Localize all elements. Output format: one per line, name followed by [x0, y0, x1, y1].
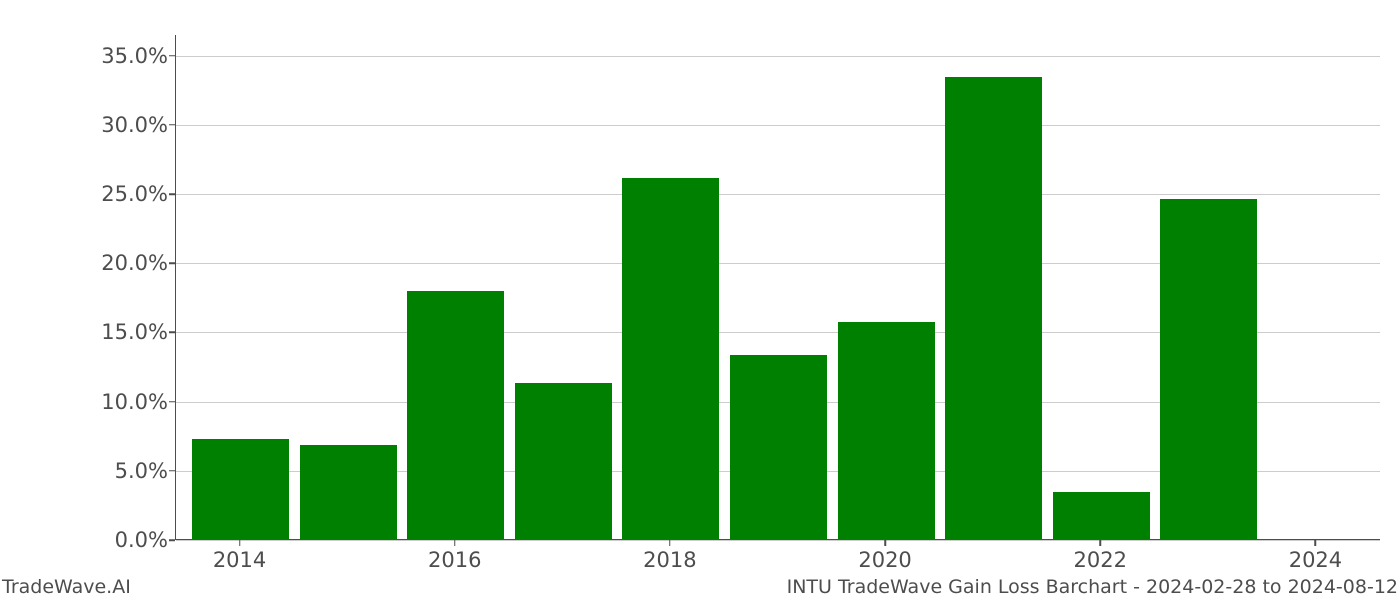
xtick-mark	[884, 540, 886, 546]
gridline	[176, 125, 1380, 126]
footer-right-caption: INTU TradeWave Gain Loss Barchart - 2024…	[787, 576, 1398, 598]
xtick-label: 2022	[1074, 548, 1127, 572]
xtick-mark	[239, 540, 241, 546]
ytick-mark	[169, 55, 175, 57]
footer-left-brand: TradeWave.AI	[2, 576, 131, 598]
bar-2020	[838, 322, 935, 539]
ytick-mark	[169, 401, 175, 403]
bar-2023	[1160, 199, 1257, 539]
gridline	[176, 194, 1380, 195]
ytick-label: 20.0%	[101, 251, 168, 275]
bar-2015	[300, 445, 397, 539]
bar-2019	[730, 355, 827, 539]
xtick-label: 2016	[428, 548, 481, 572]
chart-container: 0.0% 5.0% 10.0% 15.0% 20.0% 25.0% 30.0% 35.0% 2…	[0, 0, 1400, 600]
ytick-mark	[169, 539, 175, 541]
ytick-mark	[169, 470, 175, 472]
bar-2021	[945, 77, 1042, 539]
ytick-mark	[169, 263, 175, 265]
xtick-mark	[669, 540, 671, 546]
xtick-label: 2024	[1289, 548, 1342, 572]
ytick-mark	[169, 124, 175, 126]
bar-2014	[192, 439, 289, 539]
ytick-label: 5.0%	[115, 459, 168, 483]
plot-area	[175, 35, 1380, 540]
ytick-label: 35.0%	[101, 44, 168, 68]
ytick-label: 30.0%	[101, 113, 168, 137]
bar-2022	[1053, 492, 1150, 539]
xtick-label: 2014	[213, 548, 266, 572]
bar-2018	[622, 178, 719, 539]
ytick-label: 15.0%	[101, 320, 168, 344]
bar-2017	[515, 383, 612, 539]
xtick-mark	[454, 540, 456, 546]
ytick-mark	[169, 193, 175, 195]
ytick-label: 0.0%	[115, 528, 168, 552]
bar-2016	[407, 291, 504, 539]
ytick-label: 25.0%	[101, 182, 168, 206]
xtick-mark	[1100, 540, 1102, 546]
gridline	[176, 56, 1380, 57]
xtick-label: 2018	[643, 548, 696, 572]
xtick-label: 2020	[858, 548, 911, 572]
ytick-label: 10.0%	[101, 390, 168, 414]
gridline	[176, 540, 1380, 541]
xtick-mark	[1315, 540, 1317, 546]
ytick-mark	[169, 332, 175, 334]
